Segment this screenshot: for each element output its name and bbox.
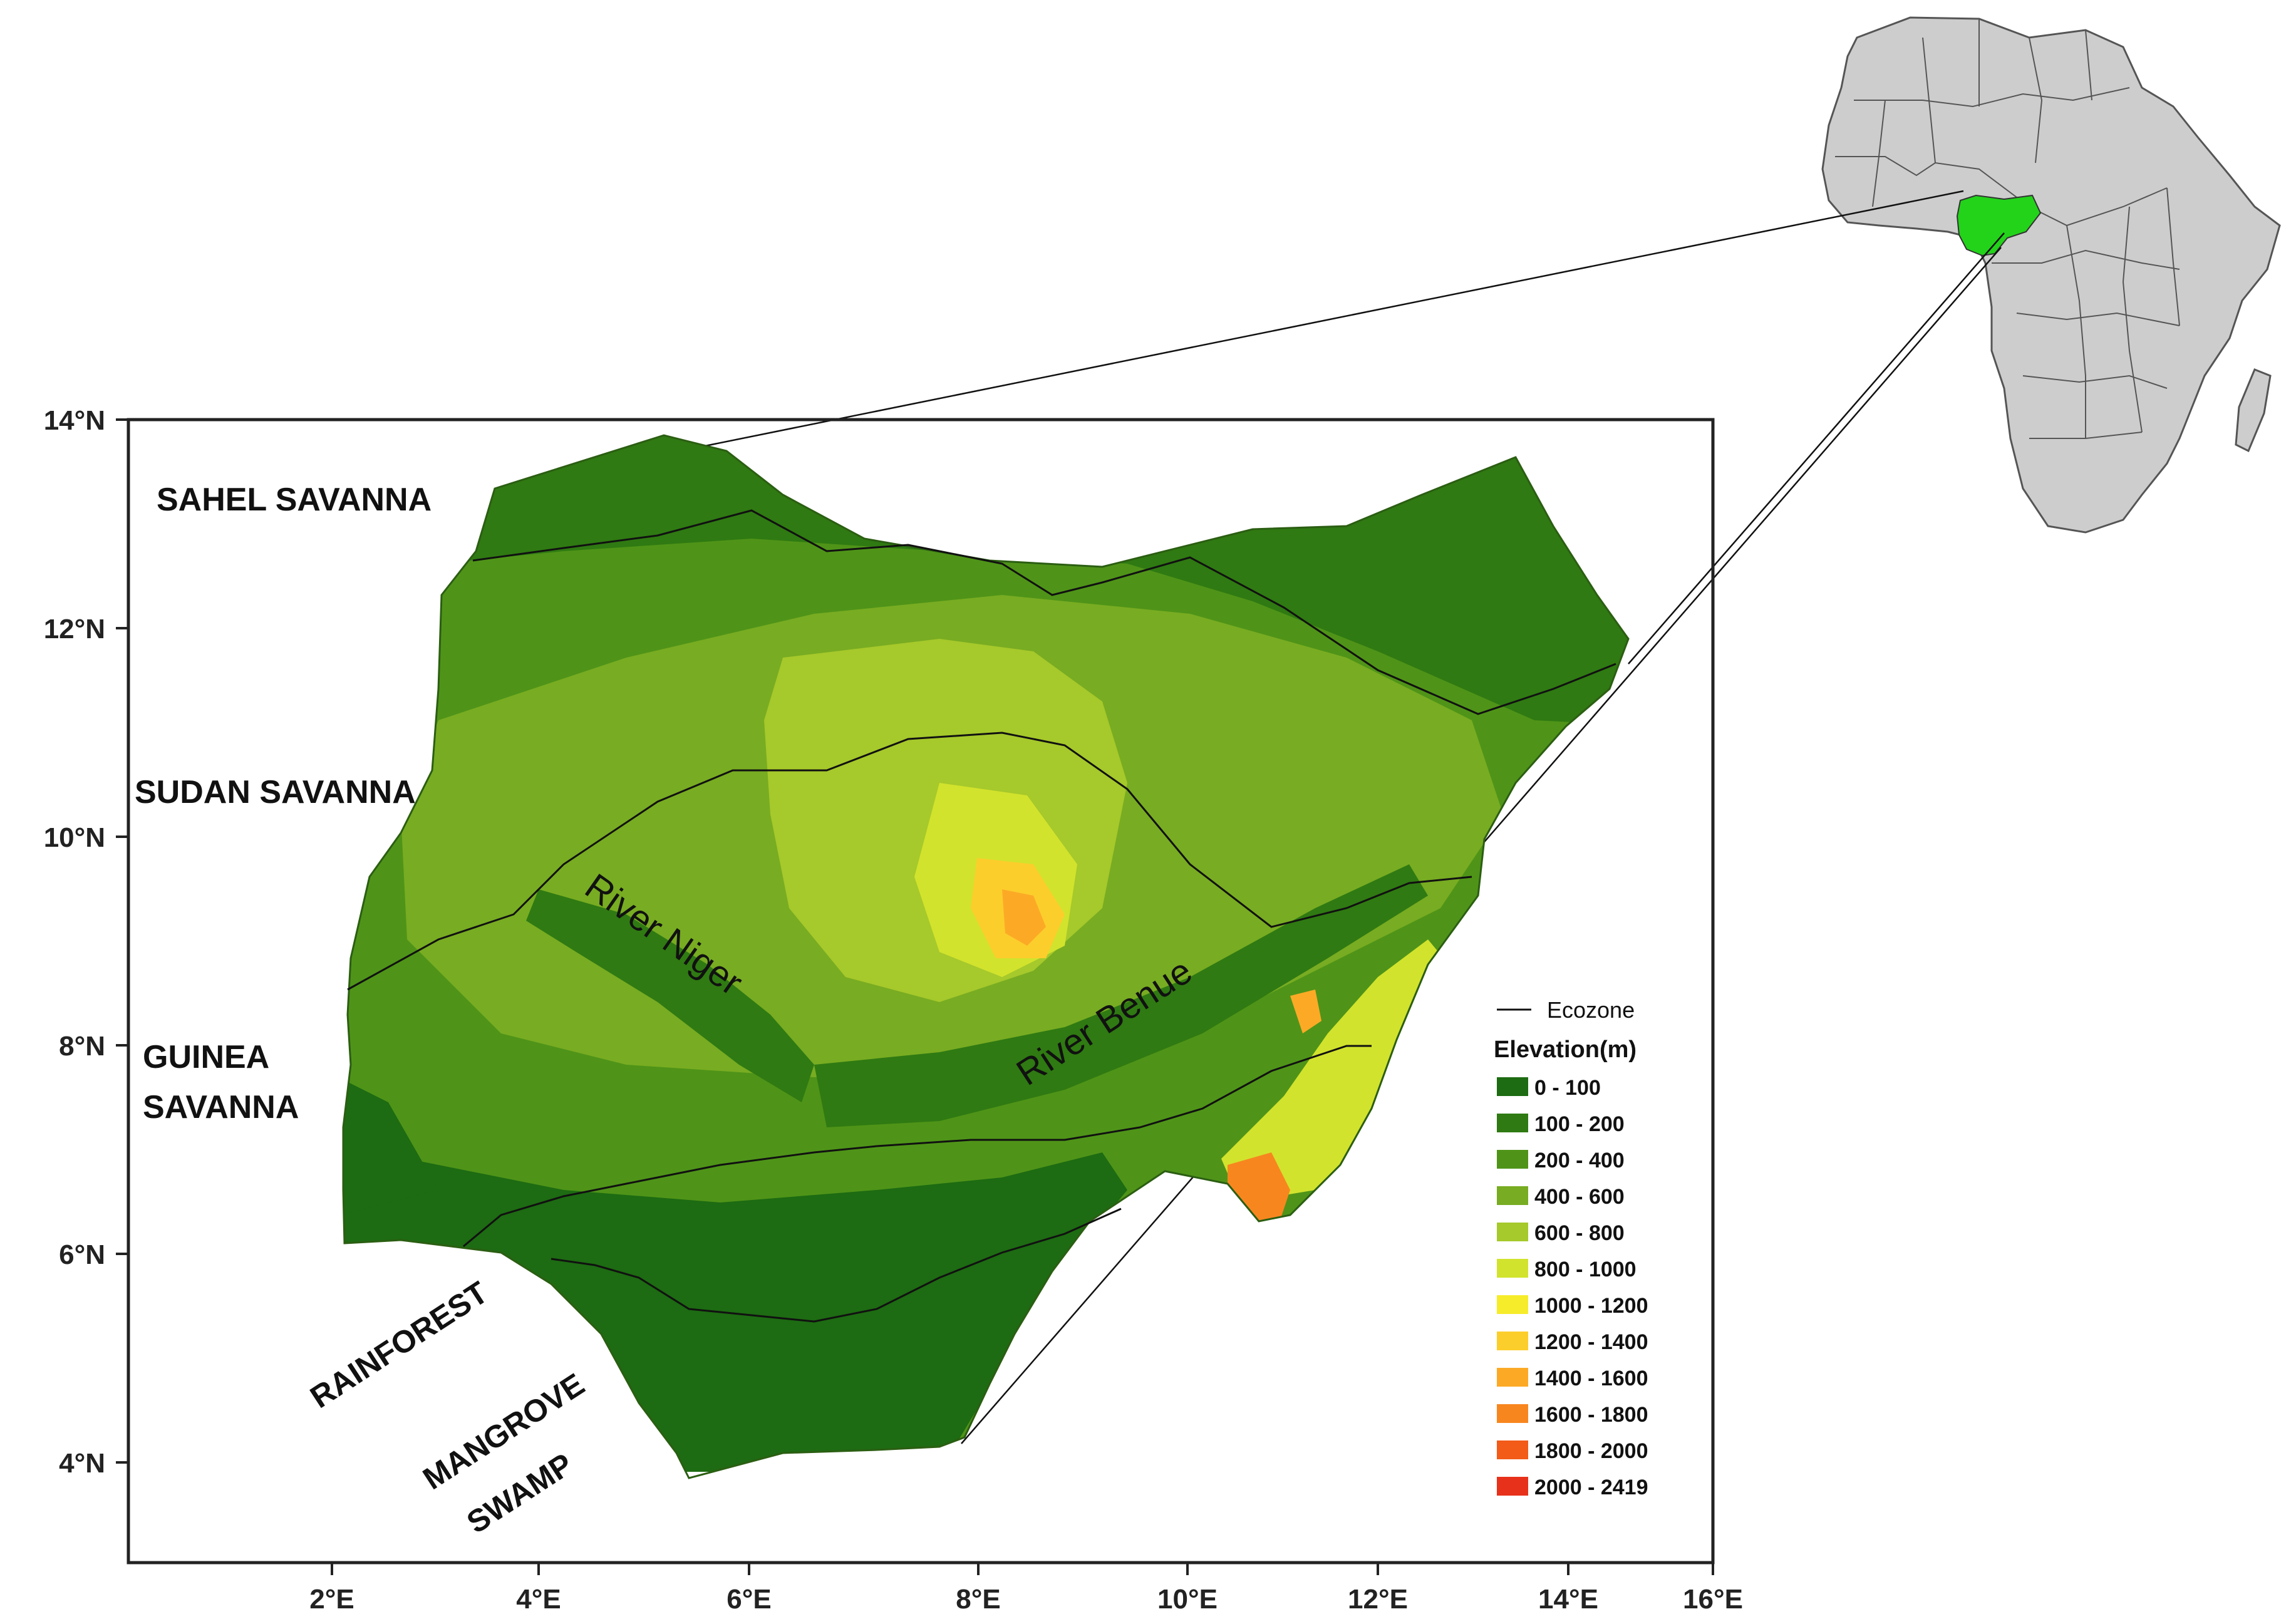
legend-swatch — [1497, 1259, 1528, 1278]
lat-tick-6: 6°N — [59, 1239, 105, 1270]
legend-class-label: 0 - 100 — [1534, 1076, 1601, 1100]
elevation-1400-1600 — [1002, 889, 1046, 946]
legend-swatch — [1497, 1332, 1528, 1350]
river-benue-valley — [814, 864, 1428, 1127]
ecozone-line-rainforest-mangrove — [551, 1208, 1122, 1323]
lat-tick-8: 8°N — [59, 1031, 105, 1062]
legend-swatch — [1497, 1295, 1528, 1314]
lat-tick-10: 10°N — [44, 822, 105, 853]
legend-class-label: 1600 - 1800 — [1534, 1403, 1648, 1427]
africa-outline — [1821, 16, 2281, 534]
legend-class-label: 400 - 600 — [1534, 1185, 1625, 1209]
legend: Ecozone Elevation(m) 0 - 100 100 - 200 200… — [1494, 997, 1648, 1499]
legend-class-label: 1800 - 2000 — [1534, 1439, 1648, 1463]
mambilla-peak — [1290, 990, 1321, 1033]
ecozone-line-sudan-guinea — [347, 732, 1472, 991]
legend-class-label: 2000 - 2419 — [1534, 1476, 1648, 1499]
lon-tick-16: 16°E — [1683, 1584, 1743, 1615]
legend-items: 0 - 100 100 - 200 200 - 400 400 - 600 600 - … — [1497, 1076, 1648, 1499]
lon-tick-12: 12°E — [1348, 1584, 1408, 1615]
legend-swatch — [1497, 1186, 1528, 1205]
legend-class-label: 600 - 800 — [1534, 1221, 1625, 1245]
lat-tick-4: 4°N — [59, 1448, 105, 1479]
legend-swatch — [1497, 1440, 1528, 1459]
label-rainforest: RAINFOREST — [304, 1275, 494, 1415]
lon-tick-2: 2°E — [309, 1584, 354, 1615]
ecozone-line-guinea-rainforest — [463, 1045, 1372, 1248]
label-guinea-line1: GUINEA — [143, 1039, 269, 1075]
legend-swatch — [1497, 1223, 1528, 1241]
legend-swatch — [1497, 1077, 1528, 1096]
lon-tick-6: 6°E — [727, 1584, 771, 1615]
nigeria-boundary — [342, 434, 1630, 1479]
legend-class-label: 1400 - 1600 — [1534, 1367, 1648, 1390]
legend-swatch — [1497, 1404, 1528, 1423]
label-guinea-line2: SAVANNA — [143, 1089, 299, 1125]
lon-tick-8: 8°E — [956, 1584, 1000, 1615]
legend-title: Elevation(m) — [1494, 1037, 1637, 1063]
nigeria-highlight — [1956, 194, 2042, 257]
legend-swatch — [1497, 1368, 1528, 1387]
legend-class-label: 100 - 200 — [1534, 1112, 1625, 1136]
label-sahel-savanna: SAHEL SAVANNA — [157, 482, 432, 518]
lon-tick-4: 4°E — [516, 1584, 561, 1615]
nigeria-elevation-map — [342, 434, 1630, 1479]
map-frame — [127, 418, 1715, 1565]
longitude-axis: 2°E 4°E 6°E 8°E 10°E 12°E 14°E 16°E — [309, 1563, 1743, 1615]
eastern-highlands — [1221, 939, 1459, 1202]
country-borders — [1835, 19, 2180, 439]
lon-tick-14: 14°E — [1538, 1584, 1598, 1615]
lat-tick-12: 12°N — [44, 614, 105, 644]
lat-tick-14: 14°N — [44, 405, 105, 436]
legend-class-label: 200 - 400 — [1534, 1149, 1625, 1172]
legend-swatch — [1497, 1150, 1528, 1169]
legend-swatch — [1497, 1477, 1528, 1496]
lon-tick-10: 10°E — [1157, 1584, 1218, 1615]
river-niger-valley — [526, 889, 814, 1102]
legend-swatch — [1497, 1114, 1528, 1132]
ecozone-line-sahel-sudan — [472, 509, 1616, 715]
madagascar — [2235, 368, 2272, 453]
africa-inset — [1821, 16, 2281, 534]
legend-class-label: 1000 - 1200 — [1534, 1294, 1648, 1318]
ecozone-lines — [347, 509, 1616, 1323]
legend-class-label: 1200 - 1400 — [1534, 1330, 1648, 1354]
latitude-axis: 14°N 12°N 10°N 8°N 6°N 4°N — [44, 405, 128, 1479]
label-sudan-savanna: SUDAN SAVANNA — [135, 774, 416, 810]
legend-class-label: 800 - 1000 — [1534, 1258, 1637, 1281]
legend-ecozone-label: Ecozone — [1547, 997, 1635, 1023]
